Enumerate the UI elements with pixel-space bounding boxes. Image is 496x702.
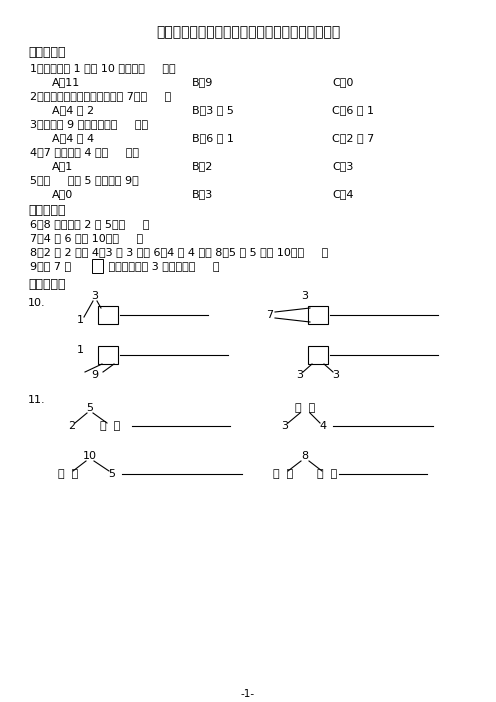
Text: 一、单选题: 一、单选题 — [28, 46, 65, 58]
Bar — [98, 346, 118, 364]
Text: C．2 和 7: C．2 和 7 — [332, 133, 374, 143]
Bar — [308, 346, 328, 364]
Text: A．0: A．0 — [52, 189, 73, 199]
Text: B．3: B．3 — [192, 189, 213, 199]
Text: A．4 和 2: A．4 和 2 — [52, 105, 94, 115]
Text: 苏教版一年级数学上册第七单元《分与合》练习题: 苏教版一年级数学上册第七单元《分与合》练习题 — [156, 25, 340, 39]
Text: 3: 3 — [91, 291, 99, 301]
Text: 二、判断题: 二、判断题 — [28, 204, 65, 216]
Text: 3．能组成 9 的两个数是（     ）。: 3．能组成 9 的两个数是（ ）。 — [30, 119, 148, 129]
Text: 7．4 和 6 合成 10。（     ）: 7．4 和 6 合成 10。（ ） — [30, 233, 143, 243]
Text: 三、填空题: 三、填空题 — [28, 277, 65, 291]
Text: B．3 和 5: B．3 和 5 — [192, 105, 234, 115]
Text: C．4: C．4 — [332, 189, 354, 199]
Text: -1-: -1- — [241, 689, 255, 699]
Text: 3: 3 — [297, 370, 304, 380]
Text: 3: 3 — [302, 291, 309, 301]
Text: 9．把 7 个: 9．把 7 个 — [30, 261, 74, 271]
Text: 8．2 和 2 合成 4，3 和 3 合成 6，4 和 4 合成 8，5 和 5 合成 10。（     ）: 8．2 和 2 合成 4，3 和 3 合成 6，4 和 4 合成 8，5 和 5… — [30, 247, 328, 257]
Text: C．0: C．0 — [332, 77, 353, 87]
Text: A．4 和 4: A．4 和 4 — [52, 133, 94, 143]
Text: 3: 3 — [332, 370, 339, 380]
Text: 2: 2 — [68, 421, 75, 431]
Text: （  ）: （ ） — [295, 403, 315, 413]
Text: B．2: B．2 — [192, 161, 213, 171]
Text: （  ）: （ ） — [58, 469, 78, 479]
Bar — [92, 259, 103, 273]
Text: 9: 9 — [91, 370, 99, 380]
Text: 10: 10 — [83, 451, 97, 461]
Text: （  ）: （ ） — [273, 469, 293, 479]
Text: （  ）: （ ） — [100, 421, 120, 431]
Text: C．3: C．3 — [332, 161, 353, 171]
Text: 5．（     ）和 5 合起来是 9。: 5．（ ）和 5 合起来是 9。 — [30, 175, 139, 185]
Text: 5: 5 — [109, 469, 116, 479]
Text: B．6 和 1: B．6 和 1 — [192, 133, 234, 143]
Text: 8: 8 — [302, 451, 309, 461]
Text: 1: 1 — [76, 315, 83, 325]
Text: 2．下面哪组中两个数合起来是 7．（     ）: 2．下面哪组中两个数合起来是 7．（ ） — [30, 91, 171, 101]
Text: 10.: 10. — [28, 298, 46, 308]
Text: 6．8 可以分成 2 和 5。（     ）: 6．8 可以分成 2 和 5。（ ） — [30, 219, 149, 229]
Bar — [308, 306, 328, 324]
Text: 11.: 11. — [28, 395, 46, 405]
Text: B．9: B．9 — [192, 77, 213, 87]
Text: A．11: A．11 — [52, 77, 80, 87]
Text: 1: 1 — [76, 345, 83, 355]
Text: 1．下面能和 1 凑成 10 的数是（     ）。: 1．下面能和 1 凑成 10 的数是（ ）。 — [30, 63, 176, 73]
Text: 4: 4 — [319, 421, 326, 431]
Text: 7: 7 — [266, 310, 274, 320]
Text: 分成两堆，有 3 种分法。（     ）: 分成两堆，有 3 种分法。（ ） — [105, 261, 220, 271]
Text: 5: 5 — [86, 403, 94, 413]
Text: 3: 3 — [282, 421, 289, 431]
Text: （  ）: （ ） — [317, 469, 337, 479]
Text: A．1: A．1 — [52, 161, 73, 171]
Text: 4．7 可以分成 4 和（     ）。: 4．7 可以分成 4 和（ ）。 — [30, 147, 139, 157]
Bar — [98, 306, 118, 324]
Text: C．6 和 1: C．6 和 1 — [332, 105, 374, 115]
